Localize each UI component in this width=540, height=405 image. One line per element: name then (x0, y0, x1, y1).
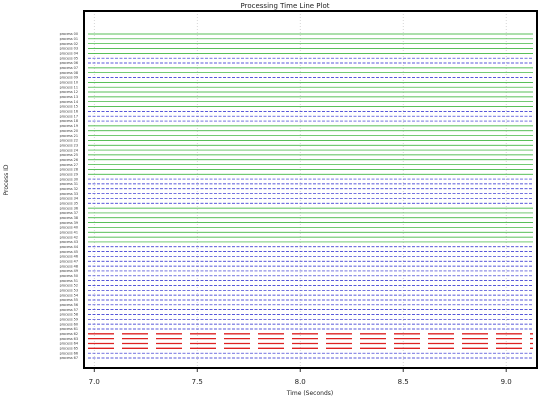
process-row-label: process 57 (60, 308, 78, 312)
process-row-label: process 24 (60, 148, 78, 152)
series-lines (88, 33, 533, 359)
process-row-label: process 23 (60, 143, 78, 147)
process-row-label: process 06 (60, 61, 78, 65)
process-row-label: process 09 (60, 76, 78, 80)
process-row-label: process 56 (60, 303, 78, 307)
process-row-label: process 26 (60, 158, 78, 162)
x-axis-label: Time (Seconds) (286, 390, 333, 397)
process-row-label: process 31 (60, 182, 78, 186)
process-row-label: process 12 (60, 90, 78, 94)
process-row-label: process 62 (60, 332, 78, 336)
process-row-label: process 53 (60, 288, 78, 292)
process-row-label: process 02 (60, 42, 78, 46)
process-row-label: process 65 (60, 347, 78, 351)
process-row-label: process 49 (60, 269, 78, 273)
process-row-label: process 03 (60, 47, 78, 51)
process-row-label: process 21 (60, 134, 78, 138)
process-row-label: process 55 (60, 298, 78, 302)
grid-lines (93, 14, 507, 366)
process-row-label: process 38 (60, 216, 78, 220)
process-row-label: process 33 (60, 192, 78, 196)
process-row-label: process 00 (60, 32, 78, 36)
process-row-label: process 54 (60, 293, 78, 297)
process-row-label: process 29 (60, 172, 78, 176)
process-row-label: process 63 (60, 337, 78, 341)
process-row-label: process 01 (60, 37, 78, 41)
process-row-label: process 35 (60, 201, 78, 205)
process-row-label: process 41 (60, 230, 78, 234)
process-row-label: process 07 (60, 66, 78, 70)
process-row-label: process 10 (60, 81, 78, 85)
process-row-label: process 40 (60, 226, 78, 230)
process-row-label: process 25 (60, 153, 78, 157)
process-row-label: process 42 (60, 235, 78, 239)
process-row-label: process 13 (60, 95, 78, 99)
x-tick-label: 7.0 (89, 378, 100, 386)
process-row-label: process 15 (60, 105, 78, 109)
process-row-label: process 47 (60, 259, 78, 263)
process-row-label: process 39 (60, 221, 78, 225)
process-row-label: process 04 (60, 52, 78, 56)
process-row-label: process 28 (60, 168, 78, 172)
process-row-label: process 52 (60, 284, 78, 288)
process-row-label: process 61 (60, 327, 78, 331)
process-row-label: process 45 (60, 250, 78, 254)
process-row-label: process 51 (60, 279, 78, 283)
process-row-label: process 27 (60, 163, 78, 167)
process-row-label: process 34 (60, 197, 78, 201)
process-row-label: process 46 (60, 255, 78, 259)
process-row-label: process 20 (60, 129, 78, 133)
process-row-label: process 67 (60, 356, 78, 360)
process-row-label: process 30 (60, 177, 78, 181)
x-tick-label: 8.0 (295, 378, 306, 386)
process-row-label: process 48 (60, 264, 78, 268)
process-row-label: process 37 (60, 211, 78, 215)
process-row-label: process 50 (60, 274, 78, 278)
process-row-label: process 32 (60, 187, 78, 191)
process-row-label: process 44 (60, 245, 78, 249)
x-tick-label: 7.5 (192, 378, 203, 386)
x-axis-ticks: 7.0 7.5 8.0 8.5 9.0 (89, 368, 512, 386)
process-row-label: process 11 (60, 85, 78, 89)
process-row-label: process 16 (60, 110, 78, 114)
chart-title: Processing Time Line Plot (241, 2, 330, 10)
process-row-label: process 66 (60, 351, 78, 355)
process-row-label: process 19 (60, 124, 78, 128)
process-row-label: process 05 (60, 56, 78, 60)
x-tick-label: 8.5 (398, 378, 409, 386)
x-tick-label: 9.0 (501, 378, 512, 386)
process-row-label: process 59 (60, 318, 78, 322)
process-row-label: process 36 (60, 206, 78, 210)
process-row-label: process 17 (60, 114, 78, 118)
process-row-label: process 22 (60, 139, 78, 143)
process-row-label: process 14 (60, 100, 78, 104)
process-row-label: process 64 (60, 342, 78, 346)
y-axis-label: Process ID (3, 164, 10, 195)
process-row-label: process 58 (60, 313, 78, 317)
process-row-label: process 18 (60, 119, 78, 123)
process-row-label: process 08 (60, 71, 78, 75)
process-row-label: process 60 (60, 322, 78, 326)
plot-frame (83, 10, 538, 369)
process-row-label: process 43 (60, 240, 78, 244)
